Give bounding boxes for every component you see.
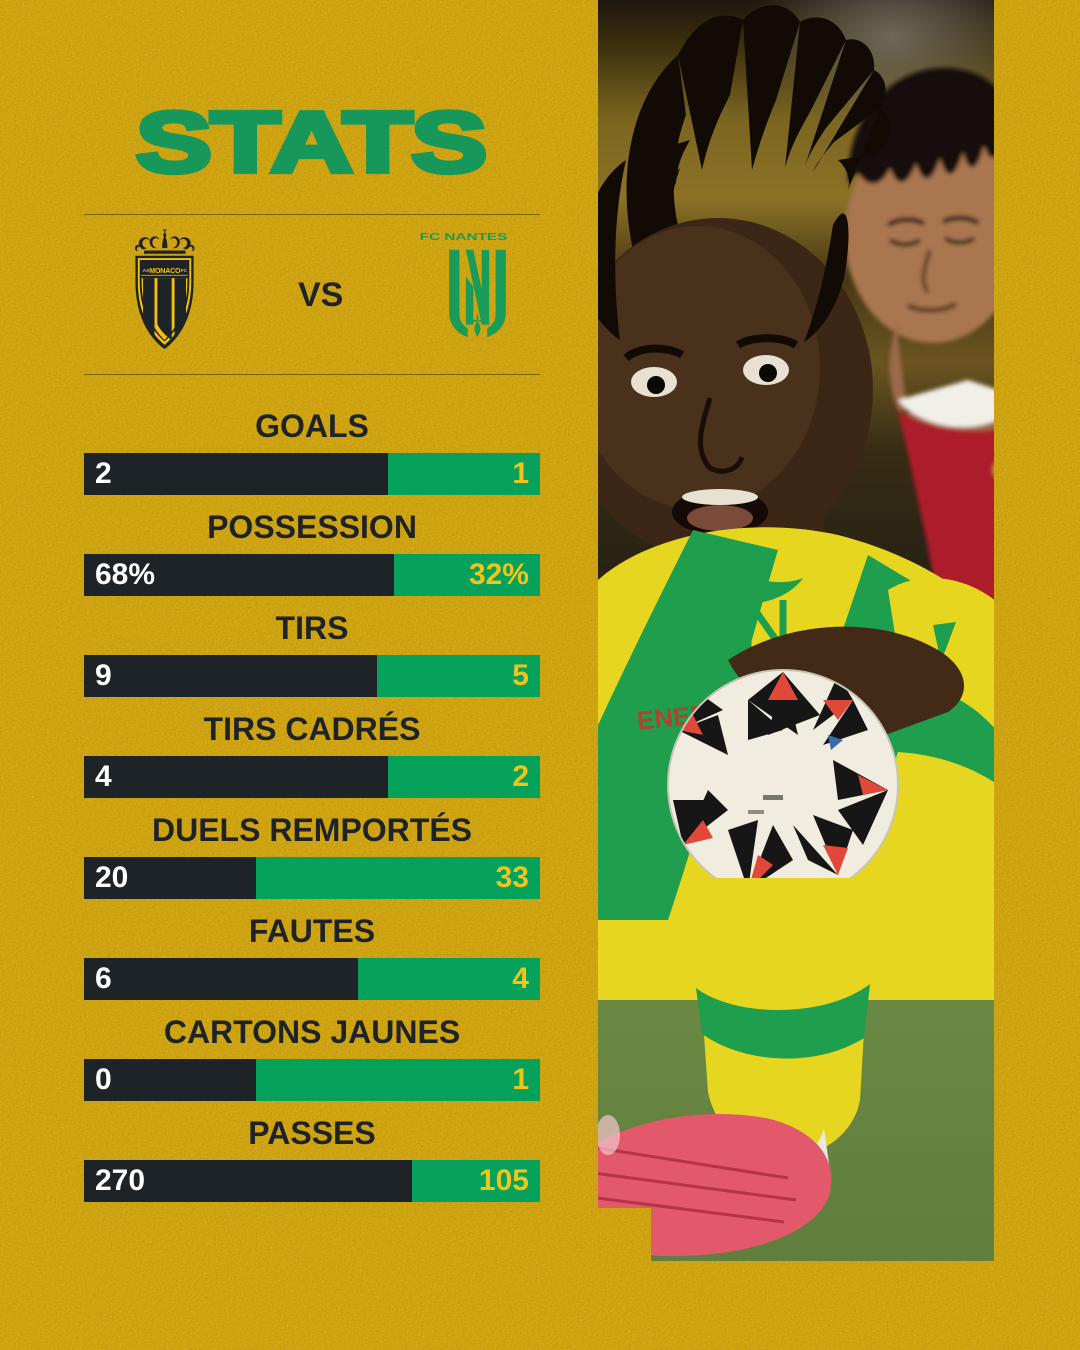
svg-text:MONACO: MONACO xyxy=(149,267,181,275)
svg-text:FC: FC xyxy=(181,268,188,274)
svg-text:FC NANTES: FC NANTES xyxy=(420,231,508,243)
svg-text:AS: AS xyxy=(143,268,150,274)
